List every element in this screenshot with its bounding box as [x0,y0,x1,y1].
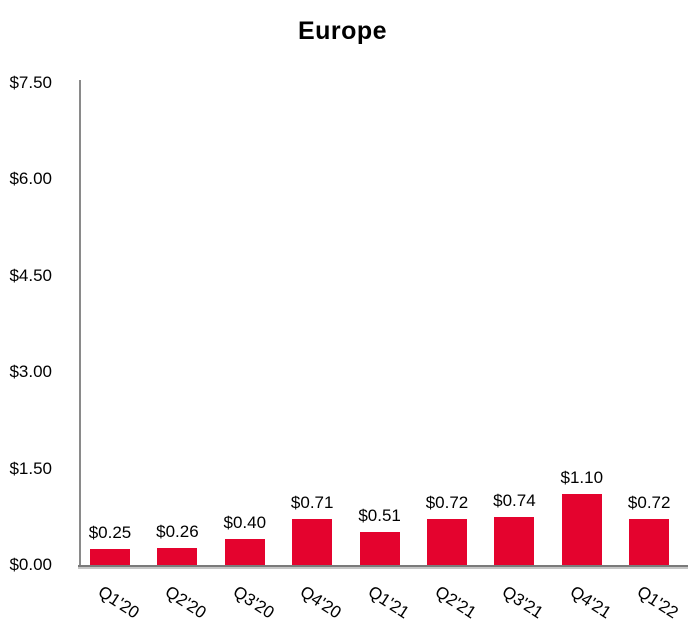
x-category-label: Q4'21 [566,582,615,623]
y-tick-label: $6.00 [9,169,52,189]
bar [629,519,670,565]
bar-value-label: $0.71 [290,493,334,512]
bar [224,539,265,565]
bar-value-label: $0.74 [493,491,536,510]
bar [427,519,467,565]
y-tick-label: $3.00 [9,362,52,382]
y-tick-label: $4.50 [9,265,52,285]
bar-value-label: $0.72 [627,493,671,512]
bar [157,548,198,565]
x-category-label: Q4'20 [296,582,345,623]
x-category-label: Q1'22 [633,582,682,623]
x-category-label: Q1'20 [94,582,143,623]
y-tick-label: $1.50 [9,458,52,478]
bar [292,519,333,565]
y-axis-line [79,80,81,567]
bar-value-label: $0.40 [223,513,267,532]
x-axis-line [78,565,688,569]
x-category-label: Q1'21 [364,582,413,623]
bar-value-label: $0.72 [425,493,469,512]
x-category-label: Q3'20 [229,582,278,623]
chart-title: Europe [297,17,388,45]
bar [359,532,400,565]
bar-value-label: $0.25 [88,523,132,542]
bar-value-label: $0.26 [156,522,199,541]
bar [561,494,602,565]
x-category-label: Q3'21 [499,582,547,623]
x-category-label: Q2'20 [162,582,210,623]
bar-value-label: $0.51 [358,506,401,525]
x-category-label: Q2'21 [431,582,480,623]
y-tick-label: $0.00 [9,555,52,574]
bar-value-label: $1.10 [560,468,604,487]
bar [90,549,130,565]
bar [494,517,535,565]
y-tick-label: $7.50 [9,73,52,92]
